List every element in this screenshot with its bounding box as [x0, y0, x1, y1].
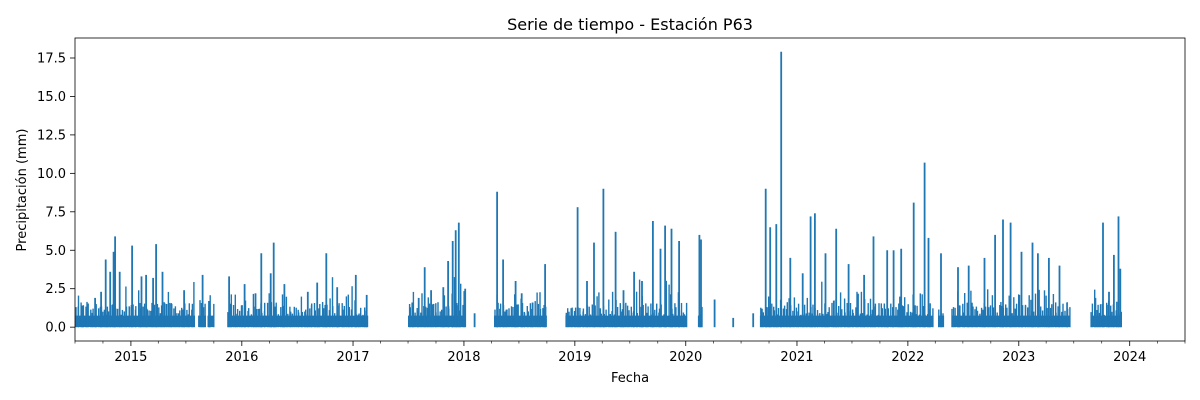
x-tick-label: 2017 — [336, 350, 369, 365]
x-tick-label: 2018 — [447, 350, 480, 365]
y-axis: 0.0 2.5 5.0 7.5 10.0 12.5 15.0 17.5 — [37, 51, 75, 336]
x-tick-label: 2020 — [669, 350, 702, 365]
chart-title: Serie de tiempo - Estación P63 — [507, 15, 753, 34]
x-tick-label: 2021 — [780, 350, 813, 365]
x-tick-label: 2024 — [1113, 350, 1146, 365]
y-tick-label: 5.0 — [45, 244, 66, 259]
x-tick-label: 2022 — [891, 350, 924, 365]
x-axis: 2015 2016 2017 2018 2019 2020 2021 2022 2023 2024 — [74, 341, 1186, 365]
x-tick-label: 2023 — [1002, 350, 1035, 365]
y-tick-label: 2.5 — [45, 282, 66, 297]
x-tick-label: 2015 — [114, 350, 147, 365]
x-tick-label: 2019 — [558, 350, 591, 365]
x-tick-label: 2016 — [225, 350, 258, 365]
y-axis-label: Precipitación (mm) — [15, 129, 30, 252]
plot-frame — [74, 37, 1186, 342]
y-tick-label: 15.0 — [37, 90, 66, 105]
y-tick-label: 12.5 — [37, 128, 66, 143]
y-tick-label: 10.0 — [37, 167, 66, 182]
y-tick-label: 7.5 — [45, 205, 66, 220]
precipitation-series — [75, 51, 1123, 328]
x-axis-label: Fecha — [611, 371, 649, 386]
y-tick-label: 0.0 — [45, 321, 66, 336]
y-tick-label: 17.5 — [37, 51, 66, 66]
